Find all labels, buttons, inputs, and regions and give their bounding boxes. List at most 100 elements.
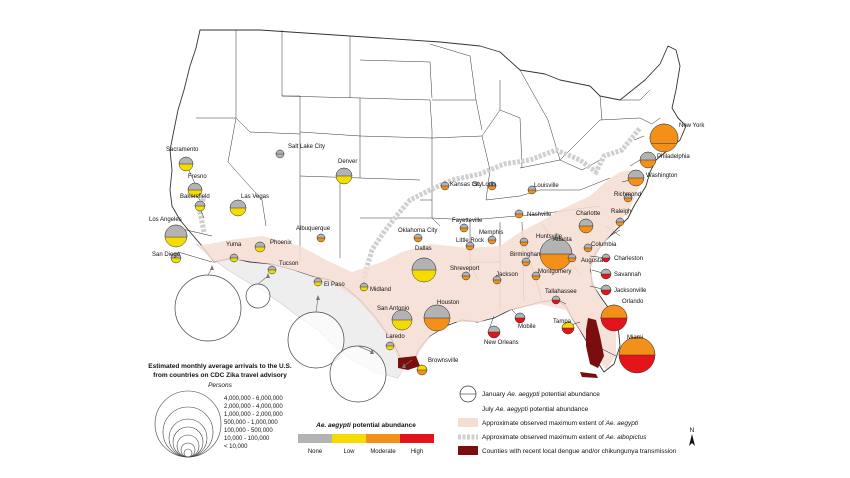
city-label: Dallas (415, 246, 432, 252)
city-brownsville: Brownsville (416, 358, 459, 376)
border-laredo-crossing (329, 345, 387, 403)
city-label: Yuma (226, 242, 242, 248)
city-tucson: Tucson (267, 261, 298, 275)
arrivals-legend-circle (154, 390, 222, 458)
city-yuma: Yuma (226, 242, 242, 263)
city-houston: Houston (423, 300, 459, 332)
abundance-label-moderate: Moderate (370, 449, 396, 455)
city-label: Las Vegas (241, 194, 269, 200)
city-january-fill (440, 181, 450, 187)
legend-aegypti-text: Approximate observed maximum extent of A… (482, 420, 639, 427)
city-january-fill (385, 341, 395, 347)
city-label: Denver (338, 159, 357, 165)
city-el-paso: El Paso (313, 277, 345, 288)
border-tijuana-crossing (174, 265, 242, 342)
abundance-label-high: High (411, 449, 423, 455)
city-label: San Diego (152, 252, 181, 258)
city-oklahoma-city: Oklahoma City (398, 228, 437, 243)
city-st-louis: St. Louis (473, 181, 496, 191)
city-label: Kansas City (450, 182, 482, 188)
arrivals-legend-label: 10,000 - 100,000 (224, 436, 270, 442)
city-savannah: Savannah (600, 268, 641, 280)
city-little-rock: Little Rock (456, 238, 485, 251)
city-label: Sacramento (166, 147, 199, 153)
arrivals-legend: Estimated monthly average arrivals to th… (148, 363, 292, 458)
city-label: Shreveport (450, 266, 480, 272)
abundance-legend: Ae. aegypti potential abundance None Low M… (298, 422, 434, 455)
city-january-fill (531, 271, 541, 277)
city-new-york: New York (649, 123, 705, 153)
city-label: Tucson (279, 261, 298, 267)
city-january-fill (170, 252, 182, 259)
abundance-swatches: None Low Moderate High (298, 434, 434, 455)
abundance-swatch-high (400, 434, 434, 443)
city-label: Tampa (553, 319, 572, 325)
city-january-fill (164, 224, 188, 238)
city-january-fill (615, 217, 625, 223)
city-louisville: Louisville (527, 183, 559, 195)
arrivals-legend-persons: Persons (208, 382, 233, 389)
abundance-swatch-low (332, 434, 366, 443)
city-label: Birmingham (510, 252, 542, 258)
city-charlotte: Charlotte (576, 211, 601, 234)
city-january-fill (459, 223, 469, 229)
city-label: El Paso (324, 282, 345, 288)
city-albuquerque: Albuquerque (296, 226, 331, 243)
albopictus-extent-line (359, 126, 642, 293)
abundance-swatch-none (298, 434, 332, 443)
transmission-florida-keys (580, 372, 598, 378)
city-january-fill (521, 257, 531, 263)
abundance-swatch-moderate (366, 434, 400, 443)
city-january-fill (600, 284, 612, 291)
city-sacramento: Sacramento (166, 147, 199, 172)
arrivals-legend-label: 1,000,000 - 2,000,000 (224, 412, 283, 418)
city-january-fill (391, 309, 413, 321)
arrivals-legend-title-2: from countries on CDC Zika travel adviso… (153, 372, 287, 379)
city-label: San Antonio (377, 306, 410, 312)
city-january-fill (623, 193, 633, 199)
city-label: Phoenix (270, 240, 292, 246)
city-january-fill (492, 275, 502, 281)
city-january-fill (551, 295, 561, 301)
city-raleigh: Raleigh (611, 209, 631, 227)
city-january-fill (519, 237, 529, 243)
city-label: Augusta (581, 258, 604, 264)
city-january-fill (539, 237, 573, 255)
city-columbia: Columbia (583, 242, 617, 253)
arrivals-legend-circle (168, 418, 208, 458)
city-fayetteville: Fayetteville (452, 218, 483, 233)
city-january-fill (229, 199, 247, 209)
city-label: Little Rock (456, 238, 485, 244)
city-midland: Midland (359, 282, 391, 293)
city-january-fill (639, 151, 657, 161)
city-january-fill (187, 182, 203, 191)
city-miami: Miami (618, 335, 656, 374)
city-birmingham: Birmingham (510, 252, 542, 267)
city-january-fill (423, 304, 451, 319)
legend-transmission-swatch (458, 446, 478, 455)
city-january-fill (527, 185, 537, 191)
city-label: Tallahassee (545, 289, 577, 295)
legend-transmission-text: Counties with recent local dengue and/or… (482, 448, 677, 455)
city-january-fill (416, 364, 428, 371)
transmission-south-texas (398, 356, 420, 370)
city-memphis: Memphis (479, 230, 503, 245)
city-denver: Denver (335, 159, 357, 185)
city-shreveport: Shreveport (450, 266, 480, 281)
city-label: Montgomery (538, 269, 571, 275)
city-january-fill (254, 241, 266, 248)
city-label: St. Louis (473, 182, 496, 188)
abundance-label-none: None (308, 449, 323, 455)
arrivals-legend-title-1: Estimated monthly average arrivals to th… (148, 363, 292, 370)
border-nogales-crossing (245, 273, 271, 309)
city-january-fill (411, 257, 437, 271)
city-phoenix: Phoenix (254, 240, 292, 253)
city-label: Los Angeles (149, 217, 182, 223)
city-label: Huntsville (536, 234, 563, 240)
city-label: Laredo (386, 334, 405, 340)
city-washington: Washington (627, 169, 677, 187)
city-label: Charleston (614, 256, 643, 262)
arrivals-legend-label: 2,000,000 - 4,000,000 (224, 404, 283, 410)
city-mobile: Mobile (514, 312, 536, 330)
city-january-fill (578, 218, 594, 227)
